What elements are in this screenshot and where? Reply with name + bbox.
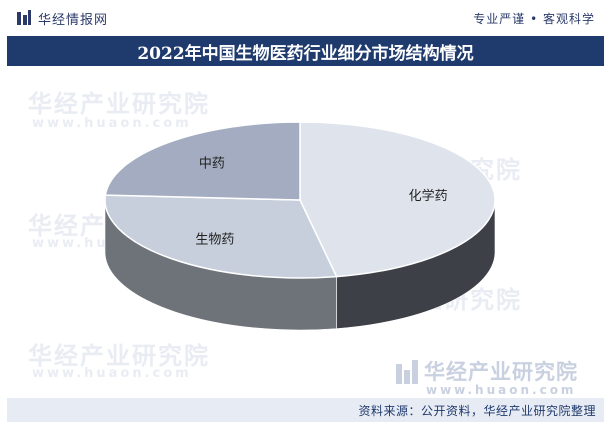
pie-tops	[104, 121, 496, 279]
watermark-brand: 华经产业研究院	[424, 360, 578, 384]
watermark-logo-icon	[396, 360, 418, 384]
tagline: 专业严谨 • 客观科学	[473, 12, 595, 26]
brand: 华经情报网	[16, 9, 109, 28]
slice-label-中药: 中药	[199, 156, 225, 171]
brand-name: 华经情报网	[38, 12, 109, 28]
source-note: 资料来源：公开资料，华经产业研究院整理	[358, 404, 596, 418]
footer: 资料来源：公开资料，华经产业研究院整理	[7, 398, 604, 422]
top-bar: 华经情报网 专业严谨 • 客观科学	[0, 0, 611, 36]
chart-title: 2022年中国生物医药行业细分市场结构情况	[137, 43, 474, 64]
pie-slice-化学药	[299, 121, 496, 278]
title-bar: 2022年中国生物医药行业细分市场结构情况	[7, 36, 604, 66]
slice-label-化学药: 化学药	[409, 188, 448, 204]
slice-label-生物药: 生物药	[195, 233, 234, 248]
brand-logo-icon	[16, 10, 32, 26]
pie-slice-中药	[104, 121, 301, 201]
pie-slice-生物药	[104, 194, 338, 279]
watermark-brand-url: www.huaon.com	[426, 383, 577, 397]
